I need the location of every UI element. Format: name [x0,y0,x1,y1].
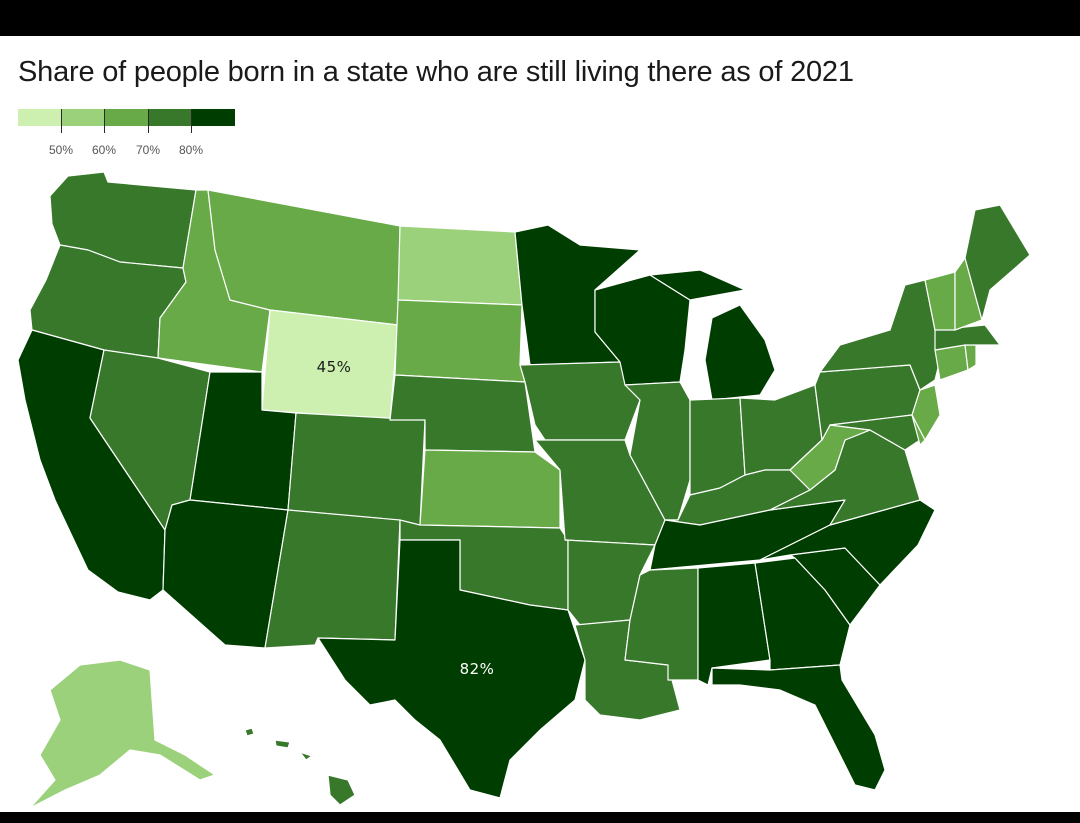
state-delaware [911,414,926,446]
state-texas [317,539,586,799]
legend-swatches [18,109,236,126]
state-new-mexico [264,509,401,649]
state-connecticut [934,344,969,381]
legend-tick-mark [104,109,105,133]
us-map: 45% 82% [0,160,1080,823]
legend-swatch-1 [18,109,62,126]
state-massachusetts [934,324,1001,351]
legend-tick-label: 50% [48,143,74,157]
legend: 50% 60% 70% 80% [18,109,238,159]
state-hawaii [244,727,356,806]
state-new-jersey [911,384,941,441]
state-south-dakota [394,299,526,383]
legend-ticks: 50% 60% 70% 80% [18,109,235,157]
bottom-bar [0,812,1080,823]
top-bar [0,0,1080,36]
legend-swatch-4 [148,109,192,126]
legend-swatch-2 [61,109,105,126]
state-value-label-texas: 82% [460,660,495,678]
legend-tick-mark [191,109,192,133]
state-alaska [29,659,216,809]
legend-swatch-3 [104,109,149,126]
state-florida [711,664,886,791]
legend-tick-label: 80% [178,143,204,157]
state-colorado [287,412,426,526]
state-maryland [829,414,921,451]
state-north-dakota [397,225,523,306]
legend-tick-label: 70% [135,143,161,157]
us-map-svg: 45% 82% [17,171,1031,809]
map-title: Share of people born in a state who are … [18,56,854,88]
state-maine [964,204,1031,321]
legend-tick-mark [148,109,149,133]
state-michigan [649,269,776,401]
state-kansas [419,449,561,529]
legend-tick-label: 60% [91,143,117,157]
state-value-label-wyoming: 45% [317,358,352,376]
legend-tick-mark [61,109,62,133]
legend-swatch-5 [191,109,236,126]
state-north-carolina [759,499,936,586]
state-mississippi [624,567,699,681]
